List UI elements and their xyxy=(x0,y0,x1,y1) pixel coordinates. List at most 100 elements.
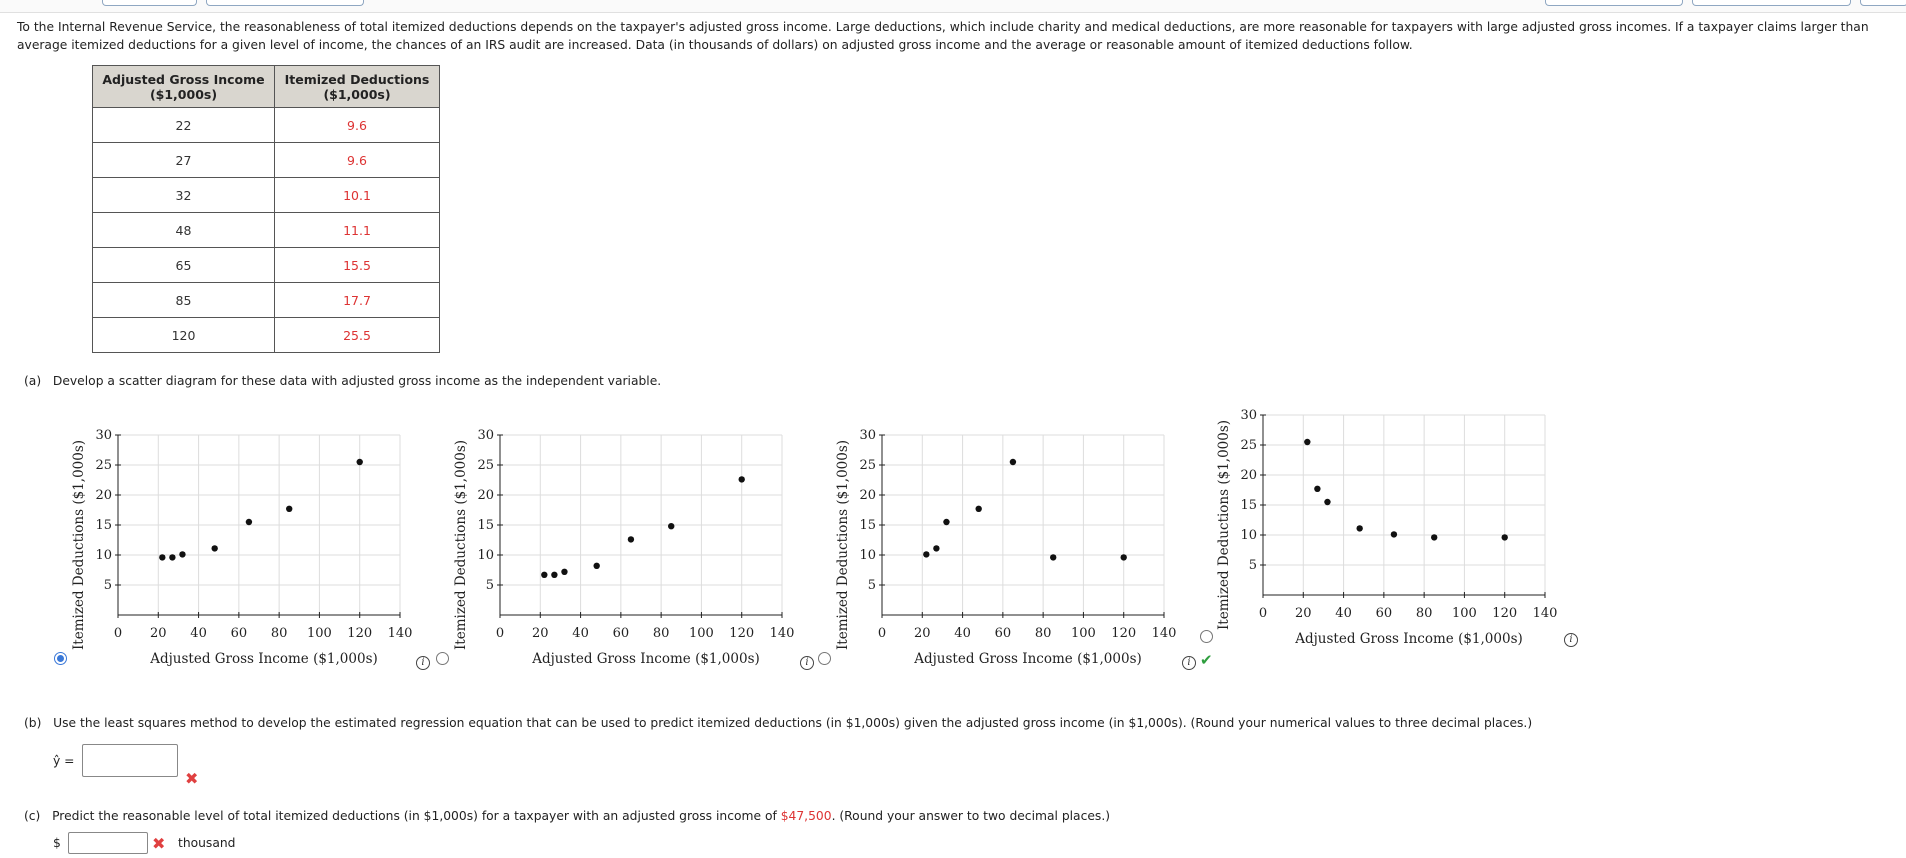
x-tick-label: 40 xyxy=(572,626,589,641)
data-point xyxy=(356,458,363,466)
x-tick-label: 60 xyxy=(1376,606,1393,621)
data-point xyxy=(541,571,548,578)
y-axis-label: Itemized Deductions ($1,000s) xyxy=(1216,420,1232,630)
data-point xyxy=(561,568,568,575)
table-row: 22 9.6 xyxy=(92,107,440,143)
data-point xyxy=(1431,534,1438,541)
radio-option-4[interactable] xyxy=(1200,630,1213,643)
data-point xyxy=(943,518,950,526)
x-tick-label: 0 xyxy=(496,626,504,641)
data-point xyxy=(923,551,930,558)
y-tick-label: 10 xyxy=(95,548,112,563)
data-point xyxy=(245,518,253,526)
data-point xyxy=(286,505,293,512)
y-tick-label: 5 xyxy=(486,578,494,593)
y-tick-label: 10 xyxy=(1240,528,1257,543)
y-tick-label: 15 xyxy=(95,518,112,533)
table-row: 48 11.1 xyxy=(92,212,440,248)
yhat-label: ŷ = xyxy=(53,754,75,768)
scatter-option-3: 0 20 40 60 80 100 120 140 5 10 15 20 25 30 Adjusted Gr… xyxy=(832,400,1182,674)
y-tick-label: 25 xyxy=(1240,438,1257,453)
scatter-plot-1: 0 20 40 60 80 100 120 140 5 10 15 20 25 30 Adjusted Gr… xyxy=(71,428,413,667)
table-row: 27 9.6 xyxy=(92,142,440,178)
y-tick-label: 5 xyxy=(104,578,112,593)
part-c-text-end: . (Round your answer to two decimal plac… xyxy=(831,809,1111,823)
table-header-income: Adjusted Gross Income ($1,000s) xyxy=(92,65,275,108)
x-tick-label: 140 xyxy=(1533,606,1558,621)
toolbar-button[interactable] xyxy=(1860,0,1906,6)
x-tick-label: 20 xyxy=(914,626,931,641)
scatter-plot-3: 0 20 40 60 80 100 120 140 5 10 15 20 25 30 Adjusted Gr… xyxy=(835,428,1177,667)
top-toolbar xyxy=(0,0,1906,13)
part-b-label: (b) xyxy=(24,716,42,730)
y-tick-label: 10 xyxy=(477,548,494,563)
income-cell: 48 xyxy=(92,212,275,248)
wrong-x-icon: ✖ xyxy=(152,834,166,853)
info-icon[interactable]: i xyxy=(800,656,814,670)
scatter-option-1: 0 20 40 60 80 100 120 140 5 10 15 20 25 30 Adjusted Gr… xyxy=(68,400,418,674)
x-tick-label: 80 xyxy=(1416,606,1433,621)
part-c-question: (c) Predict the reasonable level of tota… xyxy=(24,809,1110,823)
info-icon[interactable]: i xyxy=(416,656,430,670)
x-tick-label: 80 xyxy=(271,626,288,641)
scatter-option-2: 0 20 40 60 80 100 120 140 5 10 15 20 25 30 Adjusted Gr… xyxy=(450,400,800,674)
y-tick-label: 5 xyxy=(868,578,876,593)
y-tick-label: 15 xyxy=(1240,498,1257,513)
scatter-plot-2: 0 20 40 60 80 100 120 140 5 10 15 20 25 30 Adjusted Gr… xyxy=(453,428,794,667)
data-point xyxy=(1120,554,1127,561)
data-point xyxy=(1304,438,1311,446)
data-table: Adjusted Gross Income ($1,000s) Itemized… xyxy=(92,65,440,353)
info-icon[interactable]: i xyxy=(1182,656,1196,670)
x-tick-label: 140 xyxy=(388,626,413,641)
x-tick-label: 120 xyxy=(729,626,754,641)
x-tick-label: 60 xyxy=(231,626,248,641)
deduction-cell: 11.1 xyxy=(274,212,440,248)
data-point xyxy=(551,571,558,578)
data-point xyxy=(1009,458,1017,466)
data-point xyxy=(668,523,675,530)
data-point xyxy=(1050,554,1057,561)
part-b-text: Use the least squares method to develop … xyxy=(53,716,1533,730)
data-point xyxy=(1390,531,1398,538)
radio-option-2[interactable] xyxy=(436,652,449,665)
info-icon[interactable]: i xyxy=(1564,633,1578,647)
x-tick-label: 40 xyxy=(190,626,207,641)
x-tick-label: 140 xyxy=(1152,626,1177,641)
data-point xyxy=(627,536,635,543)
part-b-question: (b) Use the least squares method to deve… xyxy=(24,716,1532,730)
data-point xyxy=(933,545,940,552)
toolbar-button[interactable] xyxy=(102,0,197,6)
x-tick-label: 100 xyxy=(1071,626,1096,641)
deduction-cell: 10.1 xyxy=(274,177,440,213)
deduction-cell: 9.6 xyxy=(274,107,440,143)
data-point xyxy=(1501,534,1508,541)
prediction-input[interactable] xyxy=(68,832,148,854)
data-point xyxy=(975,505,982,512)
x-tick-label: 0 xyxy=(114,626,122,641)
part-c-highlight: $47,500 xyxy=(780,809,832,823)
data-point xyxy=(179,551,186,558)
table-row: 32 10.1 xyxy=(92,177,440,213)
regression-equation-input[interactable] xyxy=(82,744,178,777)
x-axis-label: Adjusted Gross Income ($1,000s) xyxy=(913,651,1142,667)
problem-intro: To the Internal Revenue Service, the rea… xyxy=(17,20,1869,52)
currency-label: $ xyxy=(53,836,61,850)
y-tick-label: 20 xyxy=(1240,468,1257,483)
radio-option-3[interactable] xyxy=(818,652,831,665)
y-tick-label: 25 xyxy=(477,458,494,473)
y-tick-label: 30 xyxy=(95,428,112,443)
scatter-option-4: 0 20 40 60 80 100 120 140 5 10 15 20 25 30 Adjusted Gr… xyxy=(1213,380,1563,654)
y-axis-label: Itemized Deductions ($1,000s) xyxy=(71,440,87,650)
income-cell: 32 xyxy=(92,177,275,213)
x-tick-label: 40 xyxy=(954,626,971,641)
radio-option-1[interactable] xyxy=(54,652,67,665)
x-tick-label: 0 xyxy=(1259,606,1267,621)
part-c-label: (c) xyxy=(24,809,41,823)
income-cell: 120 xyxy=(92,317,275,353)
y-tick-label: 15 xyxy=(859,518,876,533)
toolbar-button[interactable] xyxy=(206,0,364,6)
y-tick-label: 20 xyxy=(859,488,876,503)
toolbar-button[interactable] xyxy=(1545,0,1683,6)
toolbar-button[interactable] xyxy=(1692,0,1851,6)
data-point xyxy=(738,476,745,483)
